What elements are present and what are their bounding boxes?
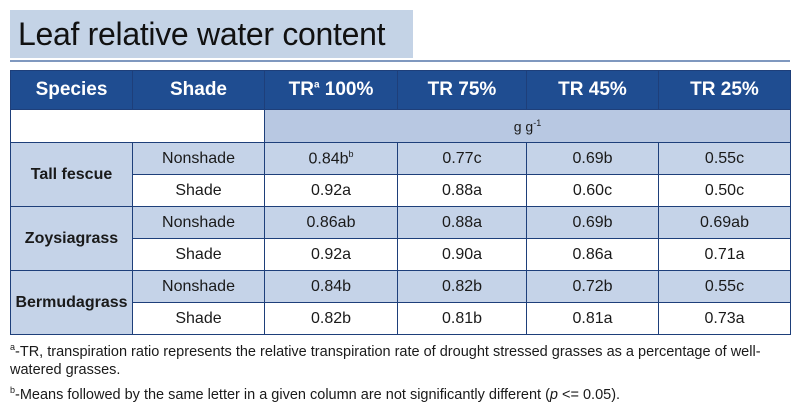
header-row: Species Shade TRa 100% TR 75% TR 45% TR … <box>10 70 791 110</box>
footnote-b-text-after: <= 0.05). <box>558 386 621 403</box>
header-tr25: TR 25% <box>658 70 791 110</box>
header-tr100: TRa 100% <box>264 70 398 110</box>
footnote-a-marker: a <box>10 342 16 352</box>
value-cell-tr100: 0.84bb <box>264 142 398 175</box>
value-cell-tr25: 0.55c <box>658 270 791 303</box>
value-cell-tr75: 0.77c <box>397 142 527 175</box>
header-tr75: TR 75% <box>397 70 527 110</box>
footnote-b: b-Means followed by the same letter in a… <box>10 381 790 404</box>
footnote-b-text-before: -Means followed by the same letter in a … <box>15 386 550 403</box>
table-row: Zoysiagrass Nonshade 0.86ab 0.88a 0.69b … <box>10 206 791 271</box>
footnote-a-text: -TR, transpiration ratio represents the … <box>10 343 761 378</box>
header-tr100-suffix: 100% <box>319 79 374 100</box>
value-cell-tr75: 0.82b <box>397 270 527 303</box>
water-content-table: Species Shade TRa 100% TR 75% TR 45% TR … <box>10 70 791 335</box>
page-title: Leaf relative water content <box>18 15 386 52</box>
shade-cell: Nonshade <box>132 270 265 303</box>
species-cell: Bermudagrass <box>10 270 133 335</box>
unit-main: g g <box>513 118 534 135</box>
table-row: Shade 0.92a 0.88a 0.60c 0.50c <box>11 174 791 207</box>
header-species: Species <box>10 70 133 110</box>
table-row: Shade 0.82b 0.81b 0.81a 0.73a <box>11 302 791 335</box>
footnotes: a-TR, transpiration ratio represents the… <box>10 338 790 406</box>
value-cell-tr45: 0.69b <box>526 142 659 175</box>
value-cell-tr100: 0.86ab <box>264 206 398 239</box>
value-text: 0.84b <box>308 150 349 168</box>
value-cell-tr45: 0.72b <box>526 270 659 303</box>
header-shade: Shade <box>132 70 265 110</box>
header-tr45: TR 45% <box>526 70 659 110</box>
value-cell-tr75: 0.88a <box>397 206 527 239</box>
species-cell: Zoysiagrass <box>10 206 133 271</box>
value-cell-tr25: 0.55c <box>658 142 791 175</box>
shade-cell: Nonshade <box>132 206 265 239</box>
value-cell-tr75: 0.88a <box>397 174 527 207</box>
title-divider <box>10 60 790 62</box>
title-bar: Leaf relative water content <box>10 10 413 58</box>
unit-exponent: -1 <box>533 117 542 128</box>
shade-cell: Shade <box>132 238 265 271</box>
value-cell-tr75: 0.90a <box>397 238 527 271</box>
value-cell-tr45: 0.86a <box>526 238 659 271</box>
shade-cell: Nonshade <box>132 142 265 175</box>
value-cell-tr100: 0.92a <box>264 174 398 207</box>
value-cell-tr25: 0.73a <box>658 302 791 335</box>
shade-cell: Shade <box>132 174 265 207</box>
table-row: Tall fescue Nonshade 0.84bb 0.77c 0.69b … <box>10 142 791 207</box>
footnote-marker: b <box>348 148 354 159</box>
unit-row-blank <box>10 109 265 143</box>
value-cell-tr100: 0.82b <box>264 302 398 335</box>
value-cell-tr45: 0.81a <box>526 302 659 335</box>
footnote-b-marker: b <box>10 384 16 395</box>
shade-cell: Shade <box>132 302 265 335</box>
table-row: Shade 0.92a 0.90a 0.86a 0.71a <box>11 238 791 271</box>
value-cell-tr100: 0.84b <box>264 270 398 303</box>
table-row: Bermudagrass Nonshade 0.84b 0.82b 0.72b … <box>10 270 791 335</box>
value-cell-tr45: 0.69b <box>526 206 659 239</box>
value-cell-tr25: 0.69ab <box>658 206 791 239</box>
unit-label: g g-1 <box>264 109 791 143</box>
unit-row: g g-1 <box>10 109 791 143</box>
footnote-a: a-TR, transpiration ratio represents the… <box>10 338 790 379</box>
value-cell-tr45: 0.60c <box>526 174 659 207</box>
value-cell-tr25: 0.50c <box>658 174 791 207</box>
value-cell-tr25: 0.71a <box>658 238 791 271</box>
value-cell-tr100: 0.92a <box>264 238 398 271</box>
species-cell: Tall fescue <box>10 142 133 207</box>
footnote-b-p: p <box>549 386 558 403</box>
header-tr100-prefix: TR <box>288 79 314 100</box>
header-tr100-footnote-marker: a <box>313 79 320 91</box>
value-cell-tr75: 0.81b <box>397 302 527 335</box>
